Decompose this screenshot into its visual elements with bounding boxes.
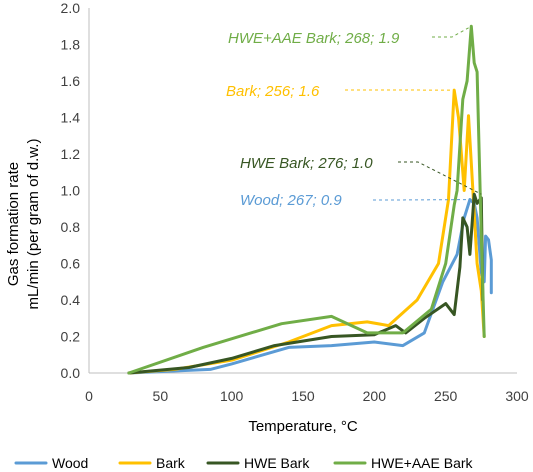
series-lines bbox=[127, 24, 493, 375]
series-line-wood bbox=[127, 198, 493, 375]
y-tick-label: 1.6 bbox=[61, 73, 81, 89]
y-tick-label: 0.6 bbox=[61, 256, 81, 272]
annotation-label: HWE+AAE Bark; 268; 1.9 bbox=[228, 30, 400, 47]
y-tick-label: 0.0 bbox=[61, 365, 81, 381]
legend-label: Wood bbox=[52, 455, 88, 471]
annotation-leader bbox=[398, 161, 482, 195]
x-tick-label: 250 bbox=[434, 388, 458, 404]
annotation-label: Wood; 267; 0.9 bbox=[240, 192, 342, 209]
series-line-hwe-bark bbox=[127, 192, 485, 375]
legend-label: Bark bbox=[156, 455, 186, 471]
legend-label: HWE Bark bbox=[244, 455, 310, 471]
y-tick-label: 1.8 bbox=[61, 37, 81, 53]
y-tick-labels: 0.0 0.2 0.4 0.6 0.8 1.0 1.2 1.4 1.6 1.8 2.0 bbox=[61, 0, 81, 381]
y-tick-label: 1.2 bbox=[61, 146, 81, 162]
x-tick-labels: 0 50 100 150 200 250 300 bbox=[85, 388, 529, 404]
y-axis-title-line-2: mL/min (per gram of d.w.) bbox=[25, 139, 42, 310]
annotation-label: HWE Bark; 276; 1.0 bbox=[240, 155, 373, 172]
annotation-label: Bark; 256; 1.6 bbox=[226, 83, 320, 100]
y-tick-label: 0.4 bbox=[61, 292, 81, 308]
x-tick-label: 0 bbox=[85, 388, 93, 404]
x-tick-label: 100 bbox=[220, 388, 244, 404]
axes bbox=[88, 8, 517, 374]
x-axis-title: Temperature, °C bbox=[248, 418, 358, 435]
y-tick-label: 1.4 bbox=[61, 110, 81, 126]
y-tick-label: 0.8 bbox=[61, 219, 81, 235]
y-tick-label: 2.0 bbox=[61, 0, 81, 16]
x-tick-label: 150 bbox=[291, 388, 315, 404]
annotation-leader bbox=[432, 25, 472, 38]
series-line-hwe-aae-bark bbox=[127, 24, 486, 375]
x-tick-label: 200 bbox=[363, 388, 387, 404]
series-line-bark bbox=[127, 88, 486, 375]
x-tick-label: 300 bbox=[505, 388, 529, 404]
y-axis-title: Gas formation rate mL/min (per gram of d… bbox=[5, 139, 42, 310]
y-tick-label: 1.0 bbox=[61, 183, 81, 199]
annotations: HWE+AAE Bark; 268; 1.9 Bark; 256; 1.6 HWE … bbox=[226, 25, 482, 209]
x-tick-label: 50 bbox=[153, 388, 169, 404]
legend: Wood Bark HWE Bark HWE+AAE Bark bbox=[14, 455, 474, 471]
y-axis-title-line-1: Gas formation rate bbox=[5, 162, 22, 286]
y-tick-label: 0.2 bbox=[61, 329, 81, 345]
legend-label: HWE+AAE Bark bbox=[371, 455, 474, 471]
